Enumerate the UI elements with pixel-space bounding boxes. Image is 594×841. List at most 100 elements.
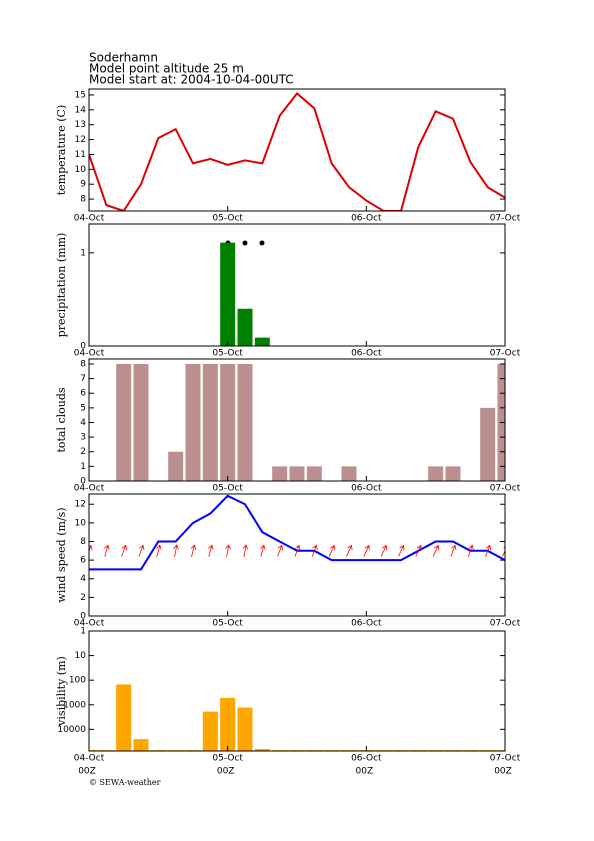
- y-tick-label: 8: [80, 359, 86, 369]
- wind-arrow: [260, 544, 266, 557]
- wind-arrow-shape: [415, 544, 422, 557]
- y-tick-label: 1000: [63, 700, 86, 710]
- wind-arrow: [398, 544, 405, 557]
- wind-arrow-shape: [242, 544, 249, 557]
- wind-arrow-shape: [398, 544, 405, 557]
- bar: [133, 363, 149, 481]
- plot-area: [116, 363, 505, 481]
- panel-frame: [88, 630, 506, 752]
- panel-frame: [88, 223, 506, 347]
- wind-arrow: [277, 544, 284, 557]
- y-axis-label: wind speed (m/s): [55, 507, 68, 602]
- x-tick-label: 04-Oct: [74, 214, 105, 224]
- y-tick-label: 13: [75, 120, 86, 130]
- x-tick-label: 06-Oct: [351, 754, 382, 764]
- y-tick-label: 7: [80, 374, 86, 384]
- x-tick-label: 05-Oct: [212, 619, 243, 629]
- y-tick-label: 9: [80, 180, 86, 190]
- y-tick-label: 2: [80, 447, 86, 457]
- wind-arrow: [380, 544, 388, 557]
- run-label: 00Z: [78, 767, 96, 777]
- x-tick-label: 06-Oct: [351, 349, 382, 359]
- plot-area: [89, 494, 505, 571]
- y-tick-label: 5: [80, 403, 86, 413]
- plot-area: [89, 684, 505, 751]
- bar: [116, 363, 132, 481]
- plot-area: [89, 92, 505, 211]
- wind-arrow-shape: [380, 544, 388, 557]
- x-tick-label: 04-Oct: [74, 349, 105, 359]
- y-axis-label: total clouds: [55, 387, 68, 452]
- wind-arrow-shape: [485, 544, 492, 557]
- bar: [341, 466, 357, 481]
- precip-symbol: [242, 240, 248, 246]
- wind-arrow: [467, 544, 474, 557]
- x-tick-label: 04-Oct: [74, 754, 105, 764]
- x-tick-label: 04-Oct: [74, 484, 105, 494]
- bar: [116, 684, 132, 751]
- bar: [220, 363, 236, 481]
- bar: [445, 466, 461, 481]
- station-name: Soderhamn: [89, 51, 158, 65]
- wind-arrow-shape: [467, 544, 474, 557]
- x-tick-label: 06-Oct: [351, 214, 382, 224]
- wind-arrow: [294, 544, 301, 557]
- wind-arrow-shape: [190, 544, 197, 557]
- y-axis-label: temperature (C): [55, 105, 68, 196]
- panel-frame: [88, 358, 506, 482]
- series-line: [89, 92, 505, 211]
- y-tick-label: 2: [80, 593, 86, 603]
- wind-arrow-shape: [156, 544, 162, 557]
- y-tick-label: 0: [80, 342, 86, 352]
- bar: [202, 711, 218, 751]
- wind-arrow-shape: [225, 544, 231, 557]
- x-tick-label: 07-Oct: [490, 349, 521, 359]
- y-tick-label: 3: [80, 433, 86, 443]
- y-tick-label: 10000: [57, 725, 86, 735]
- x-tick-label: 05-Oct: [212, 349, 243, 359]
- plot-area: [220, 242, 270, 346]
- series-line: [89, 494, 505, 571]
- bar: [254, 337, 270, 346]
- wind-arrow: [415, 544, 422, 557]
- wind-arrow-shape: [277, 544, 284, 557]
- bar: [428, 466, 444, 481]
- y-tick-label: 0: [80, 477, 86, 487]
- wind-arrow-shape: [121, 544, 128, 557]
- wind-arrow-shape: [138, 544, 145, 557]
- bar: [272, 466, 288, 481]
- y-tick-label: 15: [75, 90, 86, 100]
- bar: [237, 707, 253, 751]
- altitude-line: Model point altitude 25 m: [89, 62, 244, 76]
- bar: [289, 466, 305, 481]
- wind-arrow: [328, 544, 336, 557]
- wind-arrow-shape: [328, 544, 336, 557]
- y-tick-label: 10: [75, 165, 87, 175]
- bar: [306, 466, 322, 481]
- y-tick-label: 1: [80, 248, 86, 258]
- x-tick-label: 07-Oct: [490, 754, 521, 764]
- wind-arrow-shape: [260, 544, 266, 557]
- wind-arrow: [104, 544, 110, 557]
- x-tick-label: 05-Oct: [212, 754, 243, 764]
- wind-arrow-shape: [89, 544, 93, 557]
- y-tick-label: 6: [80, 389, 86, 399]
- bar: [220, 697, 236, 751]
- bar: [237, 308, 253, 346]
- panel-frame: [88, 493, 506, 617]
- run-label: 00Z: [356, 767, 374, 777]
- y-tick-label: 8: [80, 537, 86, 547]
- x-tick-label: 07-Oct: [490, 619, 521, 629]
- wind-arrow-shape: [432, 544, 440, 557]
- wind-arrow: [156, 544, 162, 557]
- x-tick-label: 07-Oct: [490, 484, 521, 494]
- y-axis-label: visibility (m): [55, 656, 68, 727]
- precip-symbol: [259, 240, 265, 246]
- y-tick-label: 8: [80, 195, 86, 205]
- wind-arrow: [450, 544, 457, 557]
- y-tick-label: 4: [80, 418, 86, 428]
- wind-arrow: [346, 544, 353, 557]
- bar: [202, 363, 218, 481]
- wind-arrow-shape: [311, 544, 318, 557]
- wind-arrow: [363, 544, 370, 557]
